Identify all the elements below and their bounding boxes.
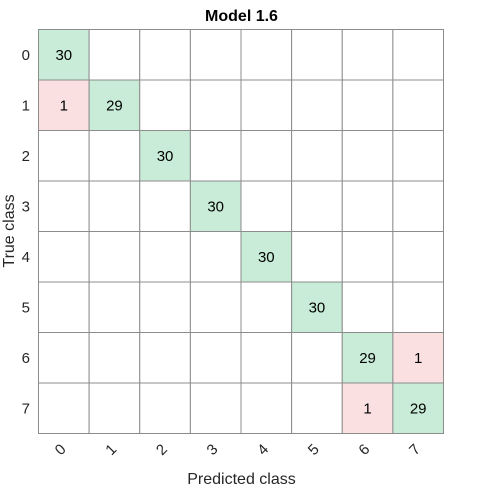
matrix-cell	[139, 231, 191, 283]
cell-value-label: 29	[359, 350, 376, 367]
matrix-cell	[392, 130, 444, 182]
y-tick-label: 7	[22, 400, 30, 417]
matrix-cell	[240, 231, 293, 283]
matrix-cell	[291, 79, 343, 131]
matrix-cell	[392, 29, 444, 81]
matrix-cell	[240, 180, 293, 232]
matrix-cell	[88, 130, 141, 182]
matrix-cell	[291, 180, 343, 232]
matrix-cell	[240, 29, 293, 81]
y-tick-label: 3	[22, 198, 30, 215]
x-tick-label: 3	[204, 441, 222, 459]
y-tick-label: 5	[22, 299, 30, 316]
matrix-cell	[291, 130, 343, 182]
matrix-cell	[392, 79, 444, 131]
x-tick-label: 7	[406, 441, 424, 459]
cell-value-label: 30	[258, 249, 275, 266]
matrix-cell	[139, 332, 191, 384]
cell-value-label: 30	[207, 198, 224, 215]
cell-value-label: 1	[60, 97, 68, 114]
y-tick-label: 1	[22, 97, 30, 114]
matrix-cell	[38, 332, 90, 384]
matrix-cell	[392, 231, 444, 283]
x-tick-label: 5	[305, 441, 323, 459]
matrix-cell	[341, 231, 394, 283]
y-tick-label: 6	[22, 350, 30, 367]
matrix-cell	[392, 281, 444, 333]
x-tick-label: 6	[355, 441, 373, 459]
cell-value-label: 1	[363, 400, 371, 417]
cell-value-label: 30	[55, 47, 72, 64]
matrix-cell	[240, 382, 293, 434]
matrix-cell	[341, 332, 394, 384]
matrix-cell	[189, 281, 242, 333]
matrix-cell	[189, 382, 242, 434]
matrix-cell	[38, 130, 90, 182]
matrix-cell	[88, 332, 141, 384]
x-tick-label: 1	[102, 441, 120, 459]
matrix-cell	[341, 382, 394, 434]
y-axis-label: True class	[1, 194, 18, 267]
y-tick-label: 0	[22, 47, 30, 64]
matrix-cell	[139, 382, 191, 434]
matrix-cell	[88, 79, 141, 131]
cell-value-label: 30	[157, 148, 174, 165]
matrix-cell	[88, 281, 141, 333]
matrix-cell	[189, 130, 242, 182]
y-tick-labels: 0 1 2 3 4 5 6 7	[22, 47, 30, 418]
matrix-cell	[38, 180, 90, 232]
matrix-cell	[291, 332, 343, 384]
matrix-cell	[189, 29, 242, 81]
matrix-cell	[392, 180, 444, 232]
matrix-cells: 30 1 29 30 30 30 30 29 1 1 29	[38, 29, 444, 434]
matrix-cell	[240, 130, 293, 182]
matrix-cell	[341, 180, 394, 232]
cell-value-label: 29	[410, 400, 427, 417]
y-tick-label: 2	[22, 148, 30, 165]
matrix-cell	[139, 180, 191, 232]
matrix-cell	[291, 231, 343, 283]
matrix-cell	[240, 332, 293, 384]
chart-title: Model 1.6	[205, 8, 278, 25]
x-tick-label: 0	[52, 441, 70, 459]
x-tick-label: 2	[153, 441, 171, 459]
matrix-cell	[240, 281, 293, 333]
cell-value-label: 1	[414, 350, 422, 367]
matrix-cell	[38, 281, 90, 333]
matrix-cell	[38, 231, 90, 283]
matrix-cell	[341, 29, 394, 81]
matrix-cell	[38, 382, 90, 434]
x-axis-label: Predicted class	[187, 471, 296, 488]
matrix-cell	[341, 79, 394, 131]
matrix-cell	[189, 231, 242, 283]
matrix-cell	[189, 332, 242, 384]
matrix-cell	[291, 29, 343, 81]
matrix-cell	[240, 79, 293, 131]
matrix-cell	[38, 29, 90, 81]
cell-value-label: 30	[309, 299, 326, 316]
matrix-cell	[341, 130, 394, 182]
matrix-cell	[38, 79, 90, 131]
plot-frame	[38, 29, 444, 434]
x-tick-label: 4	[254, 441, 272, 459]
matrix-cell	[139, 29, 191, 81]
matrix-cell	[291, 382, 343, 434]
matrix-cell	[139, 79, 191, 131]
matrix-cell	[341, 281, 394, 333]
matrix-cell	[88, 180, 141, 232]
y-tick-label: 4	[22, 249, 30, 266]
matrix-cell	[189, 79, 242, 131]
cell-value-label: 29	[106, 97, 123, 114]
matrix-cell	[88, 231, 141, 283]
matrix-cell	[139, 281, 191, 333]
matrix-cell	[88, 382, 141, 434]
matrix-cell	[88, 29, 141, 81]
x-tick-labels: 0 1 2 3 4 5 6 7	[52, 441, 424, 459]
